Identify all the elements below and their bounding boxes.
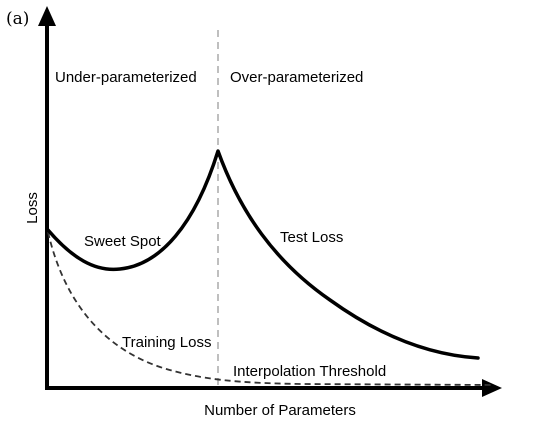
y-axis-arrowhead <box>38 6 56 26</box>
panel-label: (a) <box>6 9 29 29</box>
training-loss-label: Training Loss <box>122 334 212 351</box>
y-axis-label: Loss <box>24 192 41 224</box>
test-loss-label: Test Loss <box>280 229 343 246</box>
interpolation-threshold-label: Interpolation Threshold <box>233 363 386 380</box>
region-label-under-parameterized: Under-parameterized <box>55 69 197 86</box>
sweet-spot-label: Sweet Spot <box>84 233 162 250</box>
x-axis-label: Number of Parameters <box>204 402 356 419</box>
x-axis-arrowhead <box>482 379 502 397</box>
training-loss-curve <box>47 231 493 386</box>
region-label-over-parameterized: Over-parameterized <box>230 69 363 86</box>
test-loss-curve <box>46 149 480 360</box>
